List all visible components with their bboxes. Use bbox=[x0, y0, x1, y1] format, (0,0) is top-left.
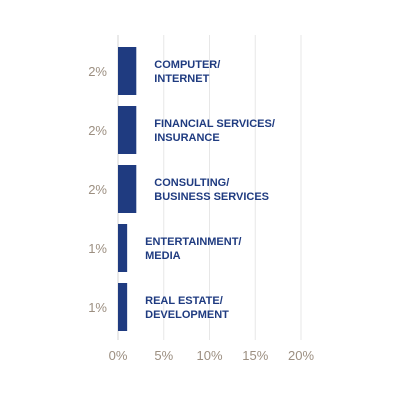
x-tick-label: 5% bbox=[154, 348, 173, 363]
value-label: 2% bbox=[88, 123, 107, 138]
category-labels: COMPUTER/INTERNET FINANCIAL SERVICES/INSU… bbox=[145, 59, 275, 321]
value-label: 2% bbox=[88, 64, 107, 79]
bar bbox=[118, 165, 137, 213]
bar bbox=[118, 106, 137, 154]
category-label: CONSULTING/BUSINESS SERVICES bbox=[154, 177, 269, 203]
bars bbox=[118, 47, 137, 331]
value-label: 2% bbox=[88, 182, 107, 197]
x-tick-label: 15% bbox=[242, 348, 268, 363]
category-label: ENTERTAINMENT/MEDIA bbox=[145, 236, 241, 262]
category-label: REAL ESTATE/DEVELOPMENT bbox=[145, 295, 229, 321]
category-label: COMPUTER/INTERNET bbox=[154, 59, 220, 85]
value-label: 1% bbox=[88, 300, 107, 315]
x-tick-label: 10% bbox=[196, 348, 222, 363]
category-label: FINANCIAL SERVICES/INSURANCE bbox=[154, 118, 275, 144]
x-axis-ticks: 0% 5% 10% 15% 20% bbox=[109, 348, 315, 363]
value-label: 1% bbox=[88, 241, 107, 256]
x-tick-label: 0% bbox=[109, 348, 128, 363]
value-labels: 2% 2% 2% 1% 1% bbox=[88, 64, 107, 315]
bar bbox=[118, 47, 137, 95]
bar bbox=[118, 224, 128, 272]
bar bbox=[118, 283, 128, 331]
x-tick-label: 20% bbox=[288, 348, 314, 363]
